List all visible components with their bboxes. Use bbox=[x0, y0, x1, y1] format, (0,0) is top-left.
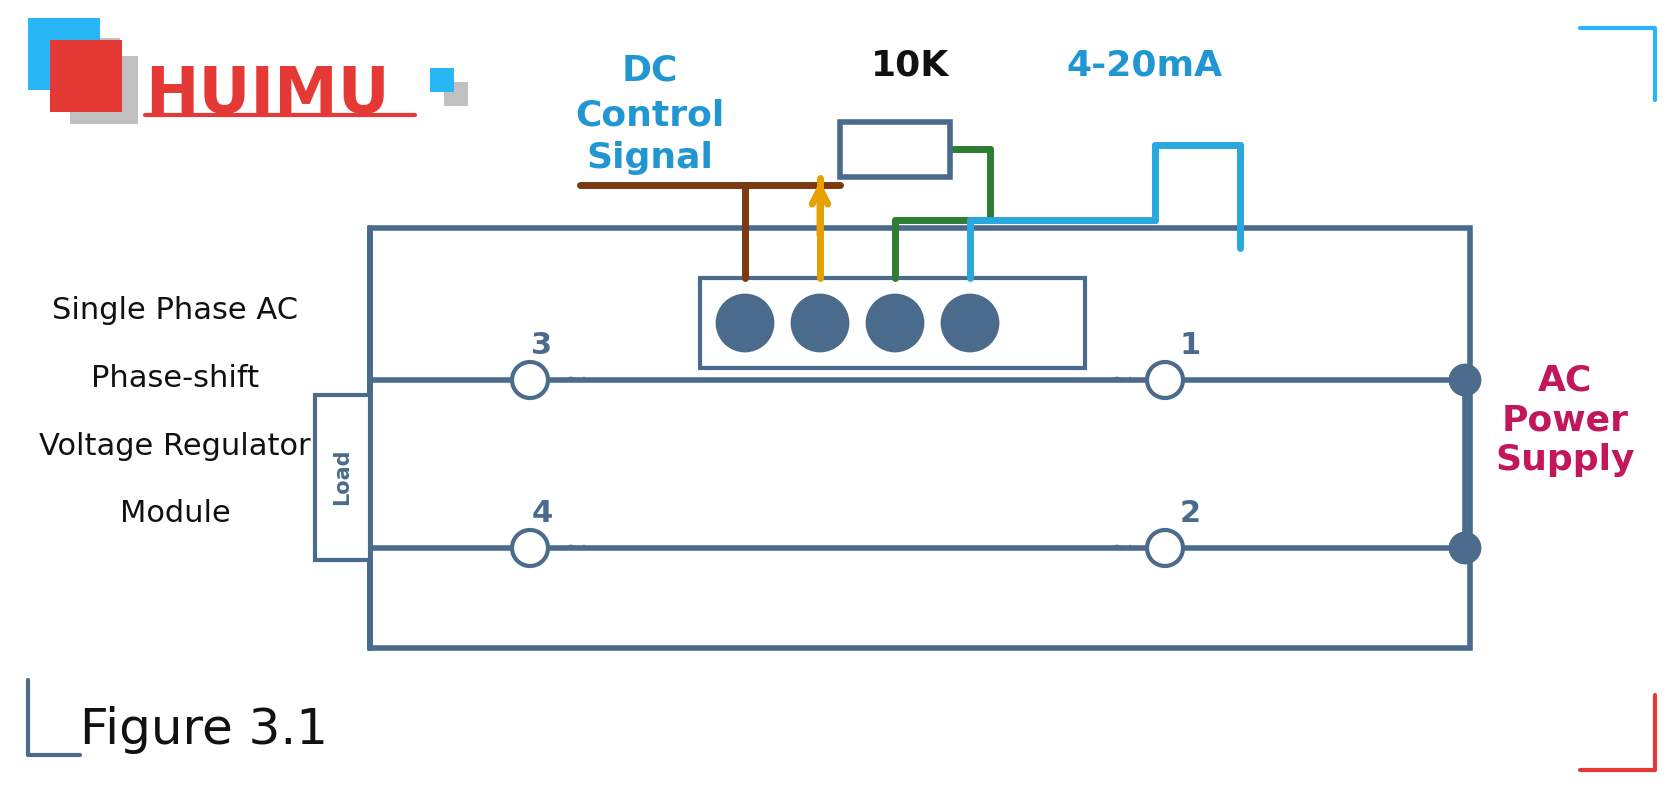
Bar bbox=[29, 18, 101, 90]
Text: Single Phase AC: Single Phase AC bbox=[52, 296, 299, 324]
Text: 10K: 10K bbox=[871, 48, 950, 82]
Circle shape bbox=[512, 362, 549, 398]
Text: Supply: Supply bbox=[1495, 443, 1634, 477]
Text: Figure 3.1: Figure 3.1 bbox=[81, 706, 327, 754]
Text: AC: AC bbox=[1537, 363, 1592, 397]
Text: 4: 4 bbox=[532, 498, 552, 528]
Bar bbox=[70, 56, 138, 124]
Text: ~: ~ bbox=[562, 366, 587, 395]
Circle shape bbox=[1148, 362, 1183, 398]
Circle shape bbox=[792, 295, 847, 351]
Circle shape bbox=[868, 295, 923, 351]
Text: HUIMU: HUIMU bbox=[144, 64, 389, 126]
Bar bbox=[371, 228, 1470, 648]
Text: Phase-shift: Phase-shift bbox=[91, 363, 258, 392]
Text: Module: Module bbox=[119, 500, 230, 528]
Text: ~: ~ bbox=[562, 533, 587, 563]
Text: 3: 3 bbox=[532, 331, 552, 359]
Bar bbox=[445, 82, 468, 106]
Text: Voltage Regulator: Voltage Regulator bbox=[39, 431, 310, 461]
Text: 1: 1 bbox=[1180, 331, 1201, 359]
Circle shape bbox=[1148, 530, 1183, 566]
Text: ~: ~ bbox=[1107, 366, 1133, 395]
Text: ~: ~ bbox=[1107, 533, 1133, 563]
Text: Power: Power bbox=[1502, 403, 1629, 437]
Bar bbox=[52, 38, 121, 106]
Bar bbox=[315, 395, 371, 560]
Text: 4-20mA: 4-20mA bbox=[1067, 48, 1223, 82]
Text: Control: Control bbox=[576, 98, 725, 132]
Bar bbox=[50, 40, 122, 112]
Circle shape bbox=[1450, 533, 1480, 563]
Text: 2: 2 bbox=[1180, 498, 1200, 528]
Text: Load: Load bbox=[332, 449, 352, 505]
Circle shape bbox=[717, 295, 774, 351]
Bar bbox=[430, 68, 455, 92]
Bar bbox=[700, 278, 1086, 368]
Circle shape bbox=[941, 295, 998, 351]
Text: DC: DC bbox=[623, 53, 678, 87]
Bar bbox=[841, 122, 950, 177]
Circle shape bbox=[512, 530, 549, 566]
Text: Signal: Signal bbox=[587, 141, 713, 175]
Circle shape bbox=[1450, 365, 1480, 395]
